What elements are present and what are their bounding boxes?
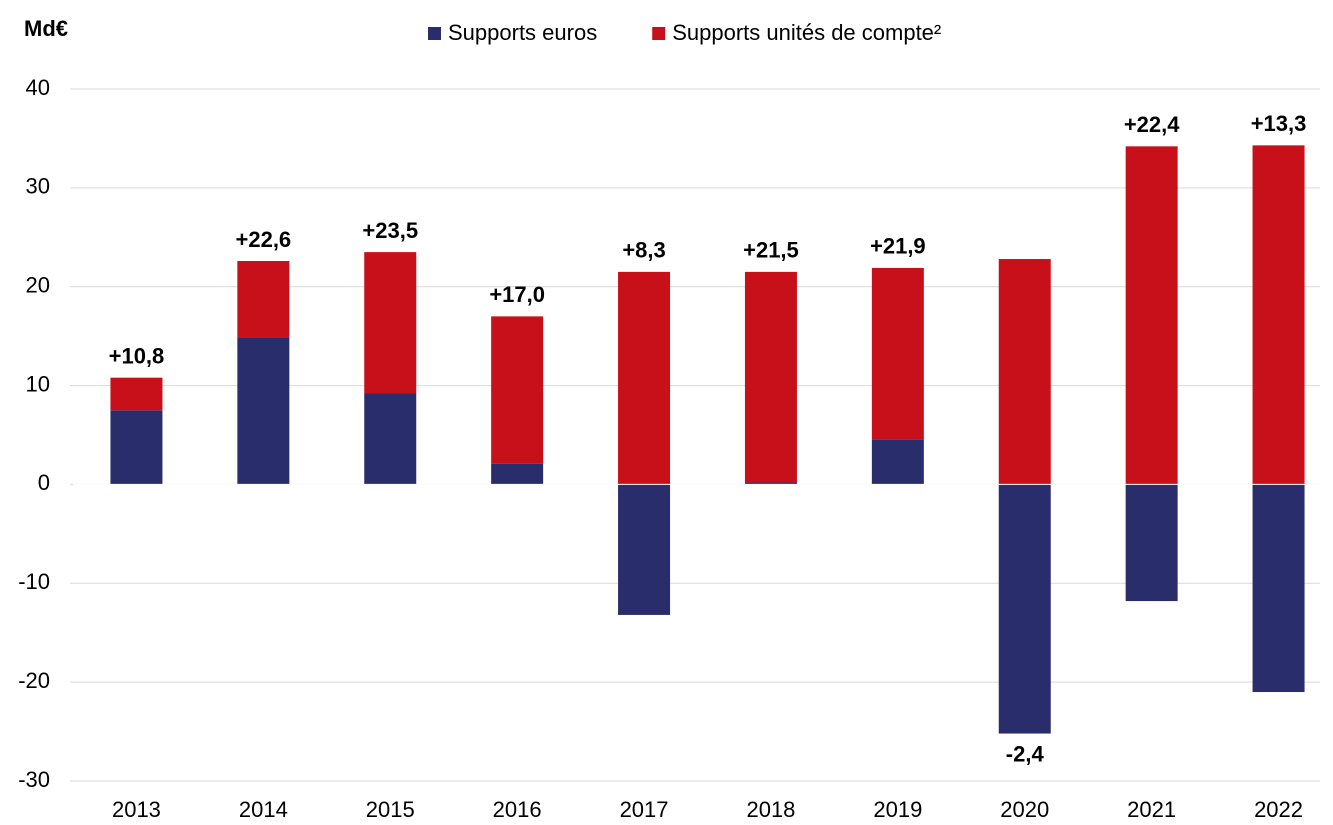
y-tick-label: 30 (26, 174, 50, 199)
bar-segment (364, 393, 417, 485)
bar-segment (744, 482, 797, 485)
legend-swatch (428, 27, 441, 40)
legend-label: Supports euros (448, 20, 597, 45)
y-tick-label: 40 (26, 75, 50, 100)
bar-segment (491, 463, 544, 485)
total-label: +17,0 (489, 282, 545, 307)
x-tick-label: 2022 (1254, 797, 1303, 822)
bar-segment (871, 439, 924, 485)
total-label: +8,3 (622, 238, 665, 263)
total-label: +21,5 (743, 238, 799, 263)
bar-segment (110, 410, 163, 485)
bar-segment (237, 261, 290, 338)
bar-segment (998, 484, 1051, 734)
total-label: +22,4 (1124, 112, 1180, 137)
bar-segment (491, 316, 544, 464)
y-tick-label: -30 (18, 767, 50, 792)
bar-segment (110, 377, 163, 411)
y-tick-label: 20 (26, 273, 50, 298)
total-label: -2,4 (1006, 741, 1045, 766)
bar-segment (1252, 145, 1305, 485)
x-tick-label: 2019 (873, 797, 922, 822)
bar-segment (618, 484, 671, 615)
y-tick-label: 0 (38, 470, 50, 495)
total-label: +21,9 (870, 234, 926, 259)
bar-segment (744, 271, 797, 483)
x-tick-label: 2016 (493, 797, 542, 822)
total-label: +23,5 (362, 218, 418, 243)
total-label: +13,3 (1251, 111, 1307, 136)
x-tick-label: 2020 (1000, 797, 1049, 822)
bar-segment (1125, 146, 1178, 485)
x-tick-label: 2017 (620, 797, 669, 822)
y-tick-label: 10 (26, 371, 50, 396)
bar-segment (364, 252, 417, 394)
x-tick-label: 2013 (112, 797, 161, 822)
x-tick-label: 2014 (239, 797, 288, 822)
y-axis-label: Md€ (24, 16, 68, 41)
y-tick-label: -20 (18, 668, 50, 693)
x-tick-label: 2018 (746, 797, 795, 822)
bar-segment (871, 267, 924, 440)
bar-segment (998, 259, 1051, 485)
legend-label: Supports unités de compte² (672, 20, 941, 45)
bar-segment (1252, 484, 1305, 693)
bar-segment (618, 271, 671, 485)
x-tick-label: 2015 (366, 797, 415, 822)
bar-segment (1125, 484, 1178, 602)
total-label: +22,6 (236, 227, 292, 252)
x-tick-label: 2021 (1127, 797, 1176, 822)
y-tick-label: -10 (18, 569, 50, 594)
bar-segment (237, 337, 290, 485)
total-label: +10,8 (109, 343, 165, 368)
legend-swatch (652, 27, 666, 40)
